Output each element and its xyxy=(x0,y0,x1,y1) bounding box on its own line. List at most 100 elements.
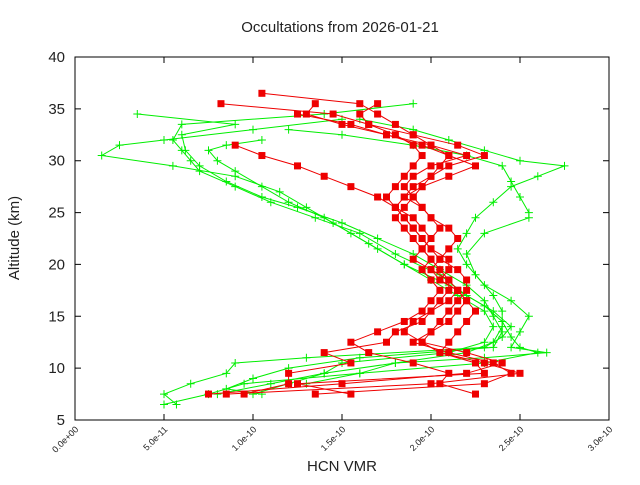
data-point-square xyxy=(445,172,453,180)
data-point-square xyxy=(320,172,328,180)
data-point-square xyxy=(391,214,399,222)
data-point-square xyxy=(427,162,435,170)
data-point-square xyxy=(205,390,212,398)
data-point-square xyxy=(231,141,239,149)
data-point-plus xyxy=(489,338,498,347)
data-point-plus xyxy=(489,312,498,321)
data-point-plus xyxy=(391,250,400,259)
data-point-square xyxy=(258,89,266,97)
data-point-square xyxy=(320,349,328,357)
data-point-square xyxy=(347,338,355,346)
data-point-square xyxy=(427,380,435,388)
data-point-plus xyxy=(507,177,516,186)
data-point-plus xyxy=(373,234,382,243)
data-point-square xyxy=(427,266,435,274)
data-point-square xyxy=(436,162,444,170)
data-point-square xyxy=(445,369,453,377)
data-point-square xyxy=(329,110,337,118)
data-point-square xyxy=(427,297,435,305)
data-point-square xyxy=(294,110,301,118)
data-point-square xyxy=(409,317,417,325)
series-green-4 xyxy=(284,125,533,388)
data-point-square xyxy=(472,307,479,315)
data-point-plus xyxy=(462,260,471,269)
data-point-plus xyxy=(560,161,569,170)
data-point-square xyxy=(463,297,471,305)
data-point-plus xyxy=(489,291,498,300)
data-point-square xyxy=(454,297,462,305)
data-point-square xyxy=(463,152,471,160)
data-point-square xyxy=(391,183,399,191)
data-point-square xyxy=(409,162,417,170)
data-point-square xyxy=(472,162,479,170)
data-point-square xyxy=(427,255,435,263)
data-point-square xyxy=(436,224,444,232)
data-point-square xyxy=(391,131,399,139)
data-point-square xyxy=(463,369,471,377)
data-point-square xyxy=(507,369,515,377)
data-point-plus xyxy=(186,379,195,388)
data-point-square xyxy=(400,214,408,222)
data-point-square xyxy=(365,120,373,128)
data-point-plus xyxy=(115,141,124,150)
data-point-square xyxy=(454,286,462,294)
data-point-plus xyxy=(195,161,204,170)
data-point-plus xyxy=(97,151,106,160)
data-point-plus xyxy=(480,229,489,238)
data-point-plus xyxy=(240,379,249,388)
data-point-square xyxy=(418,266,426,274)
data-point-plus xyxy=(257,193,266,202)
y-tick-label: 25 xyxy=(48,205,65,222)
data-point-plus xyxy=(222,369,231,378)
data-point-square xyxy=(356,110,364,118)
data-point-plus xyxy=(462,229,471,238)
data-point-plus xyxy=(338,218,346,227)
x-tick-label: 1.5e-10 xyxy=(319,424,348,453)
data-point-square xyxy=(427,172,435,180)
data-point-plus xyxy=(453,244,462,253)
data-point-plus xyxy=(181,146,190,155)
series-line xyxy=(137,113,503,395)
series-line xyxy=(297,113,486,395)
data-point-square xyxy=(427,276,435,284)
data-point-square xyxy=(400,224,408,232)
data-point-square xyxy=(418,141,426,149)
data-point-plus xyxy=(275,187,284,196)
data-point-square xyxy=(463,349,471,357)
y-tick-label: 5 xyxy=(57,412,65,429)
data-point-square xyxy=(409,359,417,367)
data-point-plus xyxy=(160,400,168,409)
data-point-square xyxy=(436,286,444,294)
data-point-square xyxy=(409,172,417,180)
data-point-plus xyxy=(284,125,293,134)
data-point-square xyxy=(347,359,355,367)
data-point-square xyxy=(445,297,453,305)
data-point-plus xyxy=(311,213,320,222)
data-point-square xyxy=(516,369,524,377)
data-point-square xyxy=(480,380,488,388)
axes: 0.0e+00 5.0e-11 1.0e-10 1.5e-10 2.0e-10 2.5e-… xyxy=(48,49,614,455)
data-point-plus xyxy=(338,130,346,139)
data-point-square xyxy=(409,338,417,346)
data-point-square xyxy=(347,183,355,191)
data-point-plus xyxy=(346,229,355,238)
data-point-plus xyxy=(391,358,400,367)
series-layer xyxy=(97,89,569,409)
data-point-square xyxy=(445,224,453,232)
data-point-square xyxy=(454,141,462,149)
series-red-8 xyxy=(311,100,515,398)
data-point-plus xyxy=(231,167,240,176)
data-point-plus xyxy=(249,390,257,399)
data-point-plus xyxy=(373,244,382,253)
series-red-11 xyxy=(294,110,488,398)
y-axis-label: Altitude (km) xyxy=(6,196,23,280)
data-point-square xyxy=(480,369,488,377)
data-point-square xyxy=(445,255,453,263)
data-point-square xyxy=(400,193,408,201)
data-point-square xyxy=(436,266,444,274)
data-point-plus xyxy=(400,260,409,269)
data-point-square xyxy=(409,131,417,139)
x-tick-label: 3.0e-10 xyxy=(586,424,615,453)
data-point-plus xyxy=(355,369,364,378)
data-point-square xyxy=(285,369,293,377)
